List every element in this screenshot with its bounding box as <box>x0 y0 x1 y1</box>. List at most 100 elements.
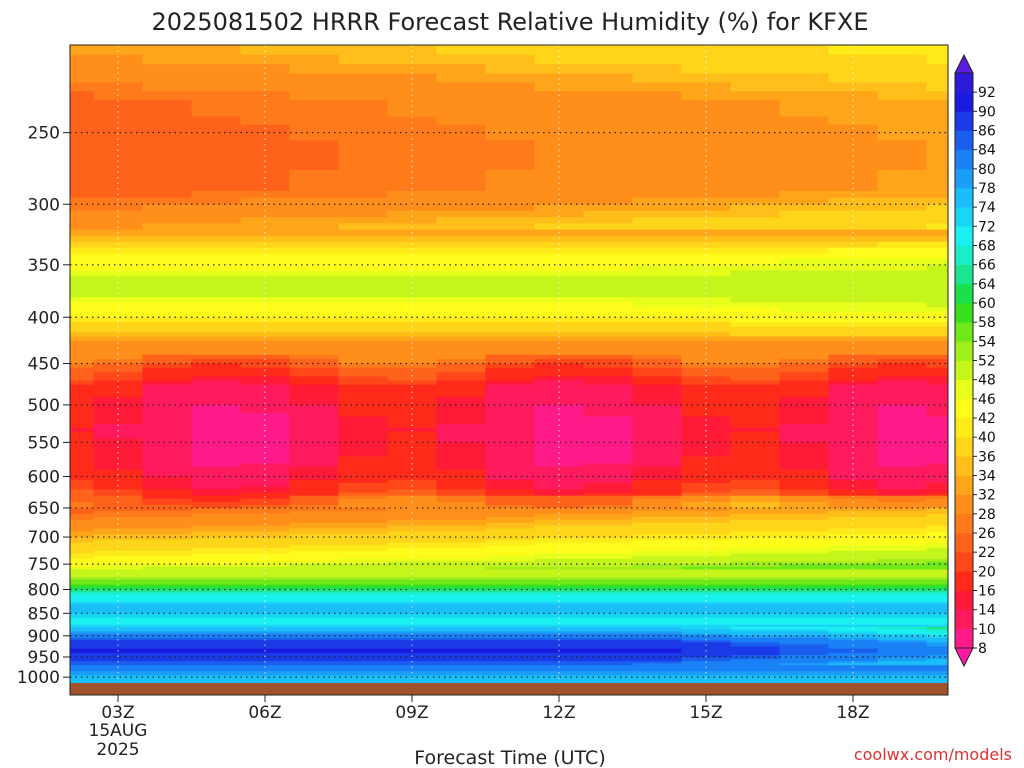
heatmap-cell <box>338 534 389 538</box>
heatmap-cell <box>93 519 144 524</box>
heatmap-cell <box>338 531 389 535</box>
heatmap-cell <box>828 64 879 74</box>
heatmap-cell <box>534 155 585 164</box>
heatmap-cell <box>191 553 242 557</box>
heatmap-cell <box>828 331 879 338</box>
heatmap-cell <box>877 388 928 394</box>
heatmap-cell <box>338 624 389 628</box>
heatmap-cell <box>191 679 242 682</box>
heatmap-cell <box>926 669 948 672</box>
heatmap-cell <box>191 459 242 464</box>
heatmap-cell <box>730 210 781 218</box>
heatmap-cell <box>632 388 683 394</box>
heatmap-cell <box>70 507 95 512</box>
heatmap-cell <box>289 463 340 468</box>
heatmap-cell <box>877 577 928 581</box>
heatmap-cell <box>632 624 683 628</box>
heatmap-cell <box>730 673 781 676</box>
heatmap-cell <box>730 522 781 527</box>
heatmap-cell <box>436 675 487 678</box>
heatmap-cell <box>877 537 928 541</box>
heatmap-cell <box>779 564 830 568</box>
heatmap-cell <box>828 404 879 410</box>
heatmap-cell <box>632 108 683 118</box>
heatmap-cell <box>436 665 487 668</box>
heatmap-cell <box>877 148 928 157</box>
heatmap-cell <box>70 427 95 433</box>
heatmap-cell <box>191 359 242 365</box>
heatmap-cell <box>681 317 732 323</box>
heatmap-cell <box>534 99 585 109</box>
heatmap-cell <box>485 594 536 598</box>
heatmap-cell <box>142 574 193 578</box>
heatmap-cell <box>926 637 948 641</box>
heatmap-cell <box>926 558 948 563</box>
heatmap-cell <box>191 558 242 563</box>
heatmap-cell <box>779 601 830 605</box>
heatmap-cell <box>632 449 683 454</box>
heatmap-cell <box>289 197 340 205</box>
heatmap-cell <box>338 476 389 481</box>
heatmap-cell <box>387 376 438 382</box>
heatmap-cell <box>877 416 928 421</box>
heatmap-cell <box>779 545 830 549</box>
heatmap-cell <box>926 528 948 533</box>
heatmap-cell <box>70 155 95 164</box>
heatmap-cell <box>681 657 732 660</box>
heatmap-cell <box>338 659 389 662</box>
heatmap-cell <box>93 359 144 365</box>
heatmap-cell <box>436 574 487 578</box>
heatmap-cell <box>681 427 732 433</box>
heatmap-cell <box>632 679 683 682</box>
heatmap-cell <box>387 424 438 429</box>
heatmap-cell <box>240 596 291 600</box>
heatmap-cell <box>632 669 683 672</box>
heatmap-cell <box>828 642 879 645</box>
heatmap-cell <box>142 435 193 440</box>
heatmap-cell <box>583 435 634 440</box>
heatmap-cell <box>70 659 95 662</box>
heatmap-cell <box>779 45 830 56</box>
heatmap-cell <box>338 679 389 682</box>
heatmap-cell <box>730 492 781 497</box>
heatmap-cell <box>142 596 193 600</box>
heatmap-cell <box>877 264 928 271</box>
heatmap-cell <box>289 539 340 544</box>
heatmap-cell <box>779 631 830 635</box>
heatmap-cell <box>730 657 781 660</box>
heatmap-cell <box>534 659 585 662</box>
heatmap-cell <box>142 291 193 298</box>
heatmap-cell <box>779 624 830 628</box>
heatmap-cell <box>485 642 536 645</box>
heatmap-cell <box>485 637 536 641</box>
heatmap-cell <box>191 589 242 593</box>
heatmap-cell <box>828 108 879 118</box>
heatmap-cell <box>70 445 95 451</box>
heatmap-cell <box>681 642 732 645</box>
heatmap-cell <box>338 431 389 436</box>
heatmap-cell <box>436 558 487 563</box>
heatmap-cell <box>828 204 879 212</box>
heatmap-cell <box>93 646 144 650</box>
grid-lines <box>70 45 948 683</box>
heatmap-cell <box>877 302 928 308</box>
heatmap-cell <box>191 528 242 533</box>
heatmap-cell <box>338 184 389 192</box>
heatmap-cell <box>436 384 487 390</box>
heatmap-cell <box>191 531 242 535</box>
heatmap-cell <box>632 558 683 563</box>
heatmap-cell <box>534 545 585 549</box>
heatmap-cell <box>240 642 291 645</box>
heatmap-cell <box>70 456 95 461</box>
heatmap-cell <box>191 654 242 658</box>
heatmap-cell <box>632 442 683 447</box>
heatmap-cell <box>289 635 340 639</box>
heatmap-cell <box>632 412 683 418</box>
heatmap-cell <box>70 345 95 351</box>
heatmap-cell <box>387 463 438 468</box>
heatmap-cell <box>70 582 95 586</box>
heatmap-cell <box>191 681 242 683</box>
heatmap-cell <box>387 608 438 612</box>
heatmap-cell <box>828 476 879 481</box>
heatmap-cell <box>436 650 487 654</box>
